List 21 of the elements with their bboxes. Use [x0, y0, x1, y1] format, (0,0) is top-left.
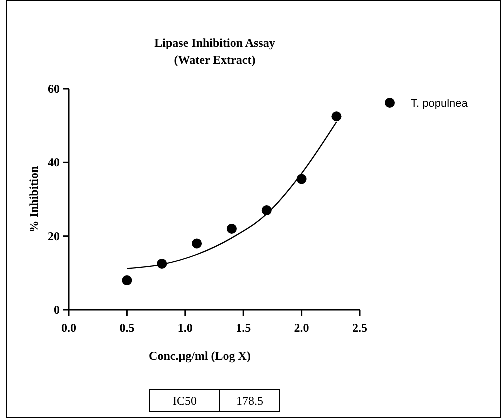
y-tick-label: 60	[48, 82, 60, 96]
chart-title: Lipase Inhibition Assay	[154, 36, 276, 50]
x-axis-title: Conc.µg/ml (Log X)	[149, 349, 251, 363]
x-tick-label: 0.5	[120, 321, 135, 335]
text: IC50	[173, 394, 197, 408]
x-tick-label: 2.0	[294, 321, 310, 335]
text: 178.5	[236, 394, 264, 408]
point	[332, 112, 342, 122]
chart-subtitle: (Water Extract)	[174, 53, 256, 67]
y-tick-label: 20	[48, 229, 60, 244]
point	[122, 276, 132, 286]
y-tick-label: 40	[48, 156, 60, 170]
x-tick-label: 1.0	[178, 321, 193, 335]
y-axis-title: % Inhibition	[27, 166, 41, 233]
x-tick-label: 0.0	[62, 321, 76, 335]
legend-label: T. populnea	[411, 98, 469, 110]
point	[192, 238, 202, 249]
x-tick-label: 1.5	[236, 321, 252, 335]
point	[226, 224, 237, 234]
x-tick-label: 2.5	[352, 321, 368, 335]
y-tick-label: 0	[54, 303, 60, 317]
